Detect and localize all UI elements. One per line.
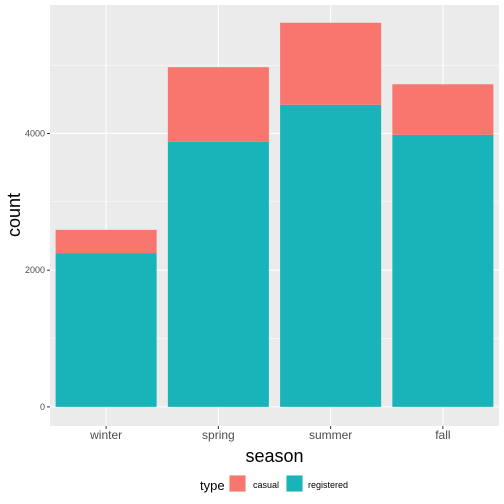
x-tick-label: summer <box>309 428 352 442</box>
bars <box>55 22 494 407</box>
bar-casual-spring <box>167 67 269 142</box>
bar-casual-summer <box>280 22 382 105</box>
y-tick-label: 2000 <box>25 265 45 275</box>
y-tick-label: 4000 <box>25 128 45 138</box>
x-axis: winter spring summer fall <box>89 426 451 442</box>
legend-swatch-registered <box>286 475 303 492</box>
legend-label-registered: registered <box>308 480 348 490</box>
bar-registered-spring <box>167 141 269 407</box>
bar-casual-winter <box>55 229 157 254</box>
x-tick-label: fall <box>435 428 450 442</box>
legend: type casual registered <box>200 475 348 493</box>
legend-label-casual: casual <box>253 480 279 490</box>
bar-registered-winter <box>55 253 157 407</box>
bar-registered-summer <box>280 104 382 407</box>
x-tick-label: winter <box>89 428 122 442</box>
legend-title: type <box>200 478 225 493</box>
x-tick-label: spring <box>202 428 235 442</box>
y-tick-label: 0 <box>40 402 45 412</box>
legend-swatch-casual <box>229 475 246 492</box>
y-axis-title: count <box>4 193 24 237</box>
x-axis-title: season <box>245 446 303 466</box>
y-axis: 0 2000 4000 <box>25 128 50 412</box>
bar-casual-fall <box>392 84 494 135</box>
bar-registered-fall <box>392 134 494 407</box>
